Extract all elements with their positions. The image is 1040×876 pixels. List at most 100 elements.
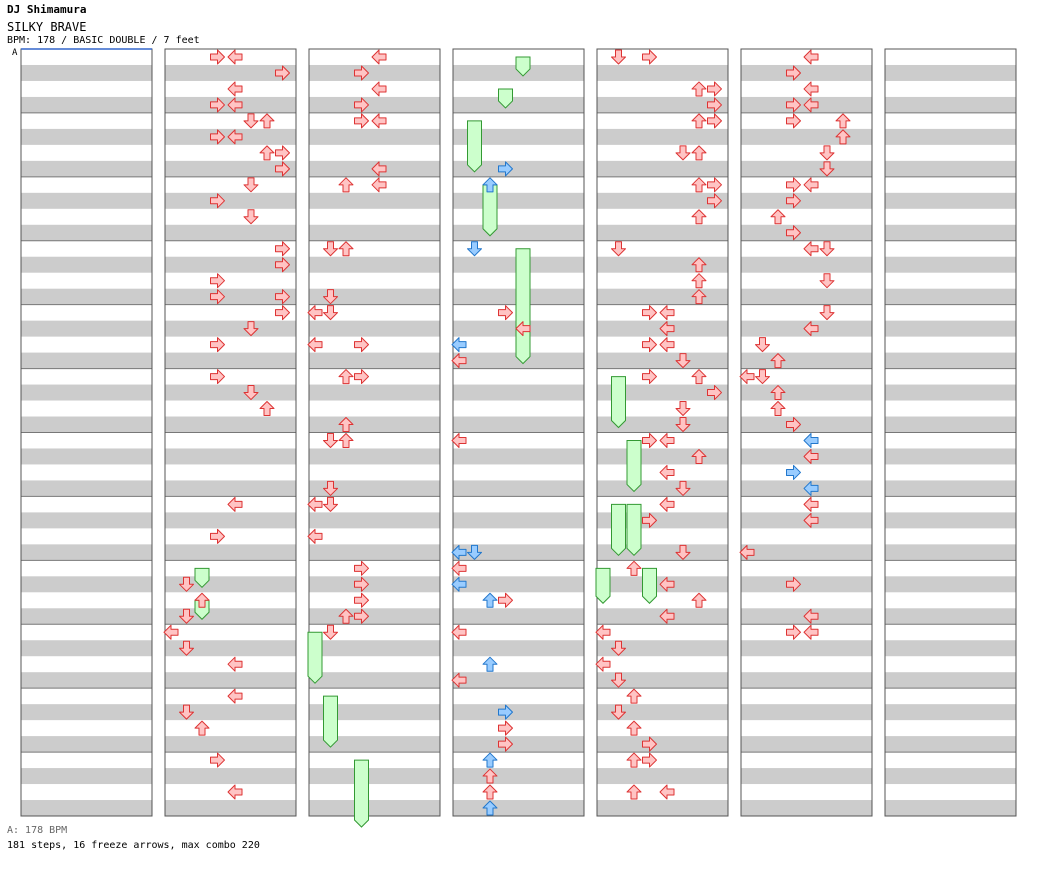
beat-stripe bbox=[309, 192, 440, 209]
beat-stripe bbox=[453, 480, 584, 497]
step-arrow bbox=[770, 353, 786, 369]
step-arrow bbox=[691, 177, 707, 193]
step-arrow bbox=[819, 273, 835, 289]
beat-stripe bbox=[885, 128, 1016, 145]
freeze-arrow bbox=[354, 759, 369, 828]
column-border bbox=[164, 48, 297, 817]
step-arrow bbox=[770, 401, 786, 417]
step-arrow bbox=[803, 496, 819, 512]
beat-stripe bbox=[309, 640, 440, 657]
beat-stripe bbox=[309, 736, 440, 753]
chart-stats: 181 steps, 16 freeze arrows, max combo 2… bbox=[7, 840, 260, 851]
beat-stripe bbox=[21, 160, 152, 177]
beat-stripe bbox=[741, 288, 872, 305]
beat-stripe bbox=[885, 288, 1016, 305]
beat-stripe bbox=[597, 224, 728, 241]
beat-stripe bbox=[597, 736, 728, 753]
beat-stripe bbox=[309, 96, 440, 113]
step-arrow bbox=[626, 688, 642, 704]
step-arrow bbox=[707, 177, 722, 193]
step-arrow bbox=[611, 241, 626, 257]
step-arrow bbox=[642, 432, 657, 448]
beat-stripe bbox=[885, 544, 1016, 561]
beat-stripe bbox=[741, 544, 872, 561]
beat-stripe bbox=[597, 96, 728, 113]
step-arrow bbox=[275, 161, 290, 177]
step-arrow bbox=[371, 81, 387, 97]
beat-stripe bbox=[165, 512, 296, 529]
beat-stripe bbox=[597, 192, 728, 209]
artist-name: DJ Shimamura bbox=[7, 3, 87, 16]
step-arrow bbox=[819, 145, 835, 161]
beat-stripe bbox=[21, 480, 152, 497]
beat-stripe bbox=[885, 608, 1016, 625]
step-arrow bbox=[482, 592, 498, 608]
column-border bbox=[740, 48, 873, 817]
beat-stripe bbox=[309, 224, 440, 241]
freeze-arrow bbox=[611, 376, 626, 429]
step-arrow bbox=[659, 576, 675, 592]
beat-stripe bbox=[309, 352, 440, 369]
step-arrow bbox=[691, 257, 707, 273]
step-arrow bbox=[210, 273, 225, 289]
step-arrow bbox=[354, 337, 369, 353]
step-arrow bbox=[786, 193, 801, 209]
step-arrow bbox=[786, 417, 801, 433]
beat-stripe bbox=[21, 608, 152, 625]
step-arrow bbox=[307, 305, 323, 321]
step-arrow bbox=[691, 369, 707, 385]
step-arrow bbox=[659, 305, 675, 321]
step-arrow bbox=[595, 624, 611, 640]
step-arrow bbox=[482, 177, 498, 193]
beat-stripe bbox=[597, 288, 728, 305]
beat-stripe bbox=[309, 608, 440, 625]
beat-stripe bbox=[165, 672, 296, 689]
beat-stripe bbox=[165, 416, 296, 433]
step-arrow bbox=[482, 656, 498, 672]
step-arrow bbox=[451, 672, 467, 688]
step-arrow bbox=[323, 241, 338, 257]
step-arrow bbox=[803, 97, 819, 113]
step-arrow bbox=[323, 432, 338, 448]
beat-stripe bbox=[885, 480, 1016, 497]
step-arrow bbox=[675, 417, 691, 433]
beat-stripe bbox=[21, 768, 152, 785]
step-arrow bbox=[642, 736, 657, 752]
step-arrow bbox=[210, 129, 225, 145]
step-arrow bbox=[642, 305, 657, 321]
beat-stripe bbox=[741, 416, 872, 433]
step-arrow bbox=[227, 784, 243, 800]
step-arrow bbox=[611, 640, 626, 656]
step-arrow bbox=[227, 496, 243, 512]
step-arrow bbox=[659, 496, 675, 512]
step-arrow bbox=[803, 448, 819, 464]
beat-stripe bbox=[741, 256, 872, 273]
step-arrow bbox=[243, 385, 259, 401]
step-arrow bbox=[642, 369, 657, 385]
beat-stripe bbox=[453, 736, 584, 753]
step-arrow bbox=[611, 704, 626, 720]
step-arrow bbox=[675, 401, 691, 417]
step-arrow bbox=[338, 608, 354, 624]
step-arrow bbox=[786, 97, 801, 113]
step-arrow bbox=[210, 528, 225, 544]
step-arrow bbox=[467, 544, 482, 560]
beat-stripe bbox=[309, 576, 440, 593]
beat-stripe bbox=[453, 608, 584, 625]
step-arrow bbox=[354, 369, 369, 385]
step-arrow bbox=[243, 113, 259, 129]
step-arrow bbox=[210, 97, 225, 113]
beat-stripe bbox=[21, 672, 152, 689]
beat-stripe bbox=[165, 768, 296, 785]
beat-stripe bbox=[453, 416, 584, 433]
beat-stripe bbox=[453, 448, 584, 465]
beat-stripe bbox=[309, 448, 440, 465]
step-arrow bbox=[659, 784, 675, 800]
step-arrow bbox=[275, 65, 290, 81]
beat-stripe bbox=[21, 640, 152, 657]
step-arrow bbox=[626, 720, 642, 736]
beat-stripe bbox=[165, 480, 296, 497]
beat-stripe bbox=[597, 64, 728, 81]
beat-stripe bbox=[309, 416, 440, 433]
step-arrow bbox=[707, 193, 722, 209]
